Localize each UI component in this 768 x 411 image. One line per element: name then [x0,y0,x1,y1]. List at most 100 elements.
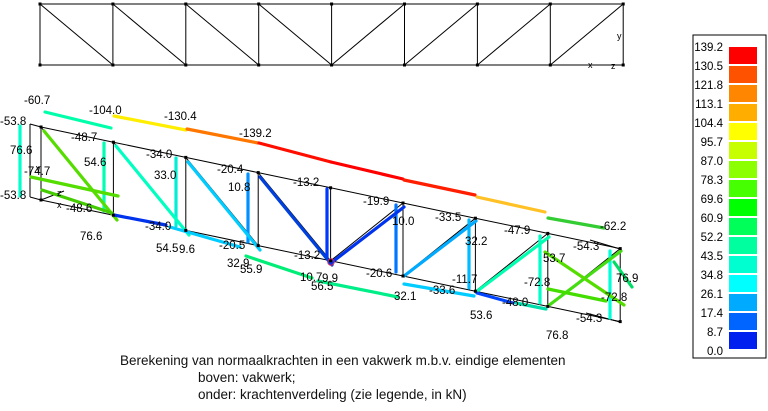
truss2d-node-dot [257,63,261,67]
truss2d-diagonal [404,3,478,66]
force-label: 9.9 [322,273,338,285]
truss2d-node-dot [38,2,42,6]
truss3d-top-chord [330,187,404,204]
legend-swatch [729,123,757,140]
truss2d-diagonal [185,3,260,66]
caption-line-2: boven: vakwerk; [198,370,296,385]
truss3d-end-member [589,239,621,250]
truss2d-node-dot [330,2,334,6]
force-label: -20.4 [217,164,244,176]
truss2d-diagonal [258,3,332,66]
force-member [402,219,478,278]
truss2d-diagonal [331,3,405,66]
force-member [316,279,400,299]
force-label: 76.6 [80,231,102,243]
force-label: -33.5 [435,212,461,224]
axis-label-x: x [588,60,593,70]
legend-value: 104.4 [694,118,723,130]
legend-value: 52.2 [701,232,723,244]
truss2d-node-dot [548,2,552,6]
force-label: 76.8 [546,330,568,342]
force-label: 55.9 [240,264,262,276]
truss2d-node-dot [475,2,479,6]
legend-value: 26.1 [701,289,723,301]
legend-value: 95.7 [701,137,723,149]
force-label: -72.8 [524,277,550,289]
truss3d-bottom-chord [185,229,259,247]
legend-value: 34.8 [701,270,723,282]
truss3d-top-chord [547,232,621,250]
legend-value: 87.0 [701,156,723,168]
legend-swatch [729,66,757,83]
force-member [475,195,547,214]
force-member [257,141,333,164]
force-member [29,175,120,198]
force-member [543,250,626,307]
highlighted-node [327,258,335,266]
truss3d-top-chord [185,156,259,174]
force-label: -20.6 [366,268,392,280]
truss3d-top-chord [402,202,476,219]
force-label: -139.2 [239,128,272,140]
axis-label-y: y [36,163,41,173]
force-label: -48.0 [502,297,528,309]
truss3d-node-dot [39,125,43,129]
force-label: -19.9 [363,196,389,208]
force-member [114,144,191,237]
truss2d-node-dot [38,63,42,67]
force-label: 76.9 [616,273,638,285]
truss3d-node-dot [473,216,477,220]
legend-swatch [729,161,757,178]
force-label: -104.0 [89,105,122,117]
force-member [258,175,334,267]
force-label: -13.2 [293,177,319,189]
truss3d-end-member [40,190,65,201]
truss3d-top-chord [258,172,331,189]
legend-swatch [729,199,757,216]
force-member [546,287,608,303]
truss2d-node-dot [475,63,479,67]
force-member [42,129,119,222]
force-label: 56.5 [311,281,333,293]
force-label: 53.6 [470,310,492,322]
force-member [546,216,606,230]
force-label: -72.8 [601,292,627,304]
force-label: -74.7 [24,166,50,178]
force-label: 54.5 [156,243,178,255]
force-label: 32.1 [394,291,416,303]
truss3d-node-dot [546,304,550,308]
figure-caption: Berekening van normaalkrachten in een va… [120,352,566,403]
legend-swatch [729,142,757,159]
force-member [168,225,242,249]
legend-value: 139.2 [694,42,723,54]
truss3d-node-dot [473,289,477,293]
force-member [612,260,634,289]
legend-swatch [729,256,757,273]
legend-value: 113.1 [695,99,723,111]
force-label: 33.0 [154,170,176,182]
legend-swatch [729,313,757,330]
truss3d-node-dot [618,247,622,251]
axis-label-z: z [611,61,616,71]
legend-value: 121.8 [694,80,723,92]
force-label: -130.4 [164,111,197,123]
force-label: -20.5 [219,240,245,252]
truss2d-node-dot [257,2,261,6]
legend-swatch [729,237,757,254]
truss2d-node-dot [330,63,334,67]
force-member [185,127,260,145]
truss3d-bottom-chord [402,275,476,292]
truss2d-diagonal [549,3,624,66]
truss3d-top-chord [475,217,548,234]
axis-label-x: x [57,200,62,210]
force-member [244,254,314,280]
truss3d-top-chord [113,141,186,158]
legend-value: 130.5 [694,61,723,73]
force-label: -11.7 [452,274,477,286]
truss3d-end-member [29,123,42,128]
force-member [112,114,188,132]
legend-swatch [729,104,757,121]
truss3d-node-dot [546,231,550,235]
